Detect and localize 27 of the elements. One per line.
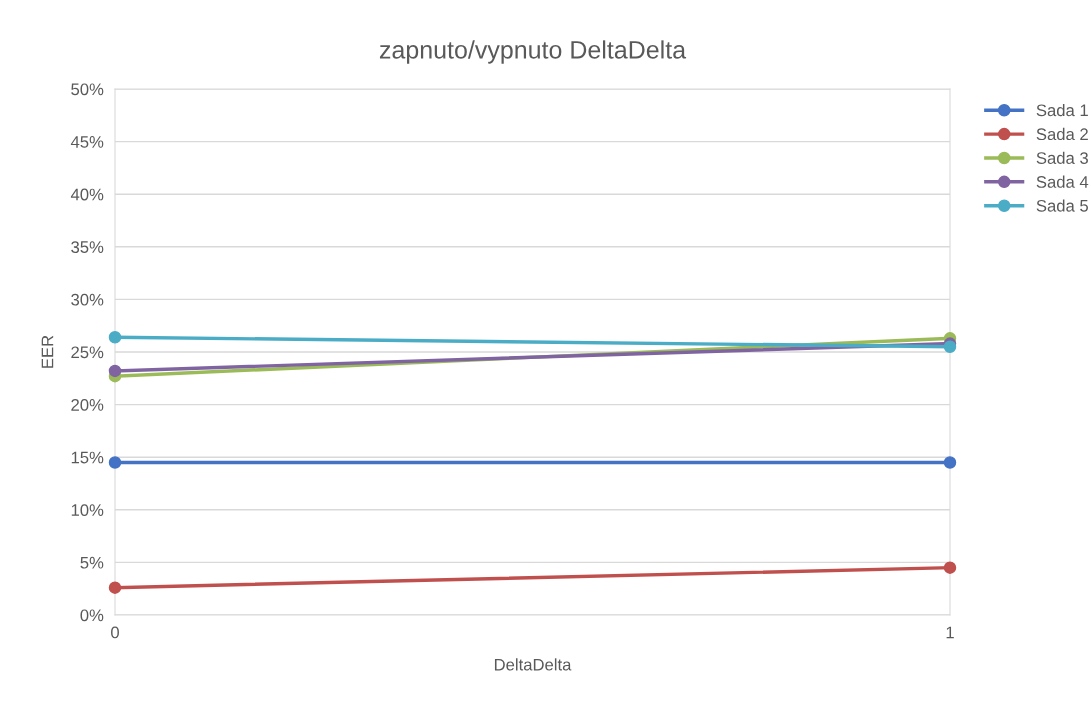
legend-label: Sada 4 (1036, 175, 1089, 188)
point (108, 364, 122, 378)
y-tick-label: 50% (71, 83, 104, 96)
x-axis-title: DeltaDelta (494, 658, 572, 671)
chart-title: zapnuto/vypnuto DeltaDelta (379, 40, 687, 64)
point (108, 331, 122, 344)
y-tick-label: 20% (71, 399, 104, 411)
y-tick-label: 30% (71, 293, 104, 306)
legend-label: Sada 5 (1036, 199, 1088, 212)
legend-label: Sada 1 (1036, 104, 1088, 117)
y-tick-label: 45% (70, 136, 104, 148)
point (943, 456, 957, 469)
y-tick-label: 35% (71, 241, 104, 253)
point (108, 581, 122, 594)
point (108, 456, 122, 469)
y-tick-label: 5% (80, 556, 104, 569)
y-tick-label: 0% (80, 609, 104, 622)
y-tick-label: 40% (70, 188, 104, 201)
y-axis-title: EER (41, 335, 54, 368)
x-tick-label: 0 (111, 626, 119, 639)
y-tick-label: 10% (71, 504, 104, 516)
y-tick-label: 15% (71, 451, 104, 464)
legend-label: Sada 2 (1036, 127, 1088, 141)
y-tick-label: 25% (71, 346, 104, 359)
point (943, 561, 957, 574)
legend-label: Sada 3 (1036, 151, 1088, 164)
x-tick-label: 1 (946, 626, 954, 639)
